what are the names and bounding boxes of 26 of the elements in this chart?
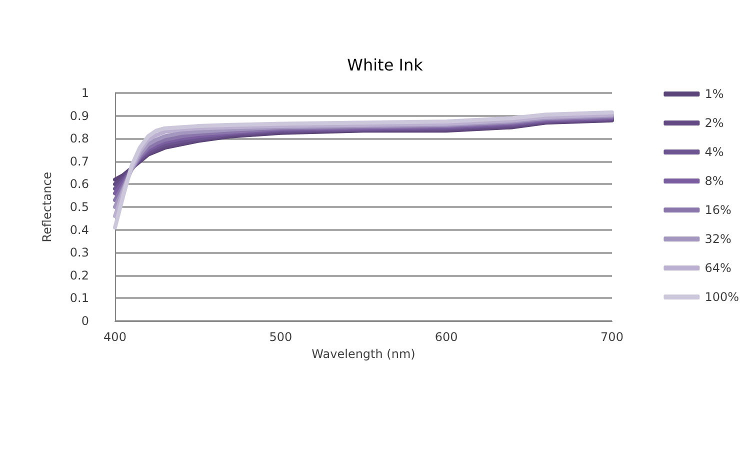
legend-label: 32% bbox=[704, 232, 732, 246]
y-tick-label: 0.8 bbox=[70, 132, 89, 146]
x-tick-label: 500 bbox=[269, 330, 292, 344]
legend-label: 2% bbox=[704, 116, 724, 130]
y-axis-title: Reflectance bbox=[40, 172, 54, 242]
y-tick-label: 0.4 bbox=[70, 222, 89, 237]
y-tick-label: 0.7 bbox=[70, 154, 89, 168]
y-tick-label: 0.6 bbox=[70, 177, 89, 192]
y-tick-label: 0.2 bbox=[70, 268, 89, 282]
legend-label: 8% bbox=[704, 174, 724, 188]
x-axis-title: Wavelength (nm) bbox=[312, 346, 416, 361]
y-tick-label: 0.9 bbox=[70, 108, 89, 123]
y-tick-label: 1 bbox=[81, 86, 89, 100]
chart-title: White Ink bbox=[347, 56, 424, 74]
x-tick-label: 600 bbox=[434, 330, 458, 344]
legend-label: 16% bbox=[704, 203, 732, 217]
legend-label: 1% bbox=[704, 87, 724, 101]
y-tick-label: 0 bbox=[81, 314, 89, 328]
x-tick-label: 400 bbox=[104, 330, 126, 344]
legend-label: 100% bbox=[704, 290, 740, 304]
x-tick-label: 700 bbox=[600, 330, 624, 344]
y-tick-label: 0.5 bbox=[70, 200, 89, 214]
y-tick-label: 0.1 bbox=[70, 291, 89, 306]
y-tick-label: 0.3 bbox=[70, 246, 89, 260]
legend-label: 4% bbox=[704, 145, 724, 159]
legend-label: 64% bbox=[704, 261, 732, 275]
